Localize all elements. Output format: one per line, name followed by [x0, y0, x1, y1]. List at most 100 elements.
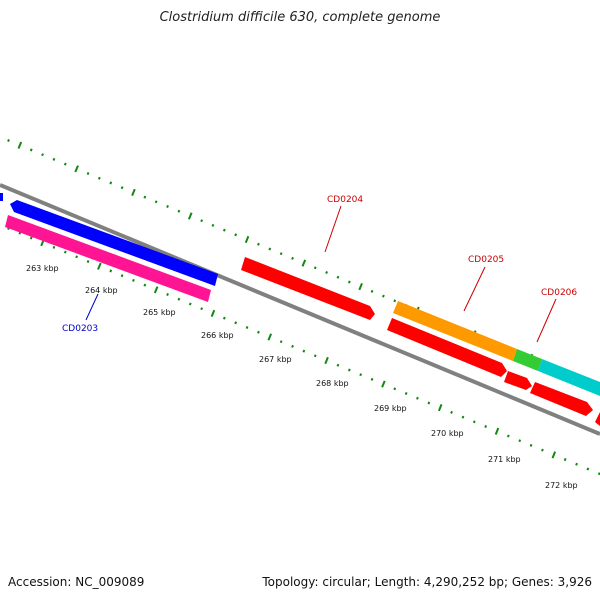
gene-arrow-cd0205[interactable] [393, 301, 517, 361]
gene-arrow-red-edge[interactable] [595, 412, 600, 426]
minor-tick [336, 275, 340, 279]
kbp-label: 264 kbp [85, 286, 118, 295]
major-tick [153, 286, 159, 294]
major-tick [437, 404, 443, 412]
gene-arrow-green[interactable] [513, 349, 542, 371]
minor-tick [7, 138, 10, 143]
minor-tick [575, 462, 578, 466]
minor-tick [177, 209, 181, 213]
minor-tick [461, 415, 465, 419]
leader-cd0205 [463, 266, 486, 312]
minor-tick [200, 307, 204, 311]
minor-tick [188, 302, 192, 306]
kbp-label: 271 kbp [488, 455, 521, 464]
gene-label-cd0203[interactable]: CD0203 [62, 324, 98, 334]
minor-tick [404, 392, 408, 395]
minor-tick [120, 186, 124, 190]
minor-tick [257, 242, 260, 246]
kbp-labels: 263 kbp 264 kbp 265 kbp 266 kbp 267 kbp … [26, 264, 578, 490]
topology-text: Topology: circular; Length: 4,290,252 bp… [262, 575, 592, 589]
gene-arrow-cd0204[interactable] [241, 257, 375, 320]
minor-tick [347, 368, 351, 372]
major-tick [210, 309, 216, 317]
minor-tick [381, 294, 385, 298]
kbp-label: 267 kbp [259, 355, 292, 364]
minor-tick [52, 157, 56, 161]
minor-tick [86, 172, 90, 175]
leader-cd0206 [536, 298, 557, 343]
gene-arrow-cd0206[interactable] [538, 359, 600, 396]
minor-tick [563, 458, 567, 462]
minor-tick [268, 247, 272, 251]
minor-tick [29, 236, 33, 240]
minor-tick [313, 266, 317, 270]
major-tick [97, 262, 102, 270]
minor-tick [41, 153, 44, 157]
gene-label-cd0206[interactable]: CD0206 [541, 288, 577, 298]
minor-tick [154, 200, 158, 204]
minor-tick [291, 344, 294, 348]
minor-tick [245, 326, 249, 329]
minor-tick [97, 176, 101, 180]
minor-tick [75, 255, 79, 259]
minor-tick [177, 297, 181, 301]
minor-tick [370, 377, 374, 381]
minor-tick [200, 219, 204, 223]
gene-features [0, 193, 600, 426]
major-tick [74, 165, 79, 173]
gene-label-cd0205[interactable]: CD0205 [468, 255, 504, 265]
minor-tick [143, 283, 147, 287]
minor-tick [109, 181, 113, 185]
minor-tick [291, 256, 294, 260]
gene-arrow-red-2[interactable] [504, 371, 532, 390]
major-tick [381, 380, 386, 388]
gene-label-leaders [85, 205, 557, 343]
minor-tick [279, 340, 283, 344]
gene-arrow-edge-blue[interactable] [0, 193, 3, 201]
kbp-label: 265 kbp [143, 308, 176, 317]
major-tick [187, 212, 193, 220]
minor-tick [518, 439, 522, 443]
minor-tick [52, 245, 56, 249]
gene-arrow-blue[interactable] [10, 200, 218, 286]
major-tick [494, 427, 500, 435]
major-tick [267, 333, 273, 341]
gene-label-cd0204[interactable]: CD0204 [327, 195, 363, 205]
kbp-label: 268 kbp [316, 379, 349, 388]
map-title: Clostridium difficile 630, complete geno… [159, 10, 441, 25]
minor-tick [359, 373, 363, 377]
minor-tick [222, 316, 226, 320]
minor-tick [120, 274, 124, 278]
gene-arrow-pink[interactable] [5, 215, 211, 302]
genome-backbone [0, 183, 600, 436]
minor-tick [222, 228, 226, 232]
minor-tick [166, 205, 169, 208]
gene-labels: CD0203 CD0204 CD0205 CD0206 [62, 195, 577, 334]
minor-tick [234, 321, 238, 325]
gene-arrow-red-3[interactable] [530, 382, 593, 416]
major-tick [17, 141, 23, 149]
major-tick [324, 356, 329, 365]
minor-tick [325, 270, 329, 275]
kbp-label: 272 kbp [545, 481, 578, 490]
minor-tick [29, 148, 33, 152]
minor-tick [336, 363, 340, 367]
minor-tick [484, 425, 488, 428]
minor-tick [427, 401, 431, 405]
minor-tick [109, 269, 113, 273]
minor-tick [143, 195, 147, 199]
minor-tick [450, 410, 453, 414]
minor-tick [472, 420, 476, 424]
major-tick [358, 283, 363, 291]
major-tick [551, 451, 557, 459]
minor-tick [586, 467, 590, 471]
kbp-label: 266 kbp [201, 331, 234, 340]
minor-tick [166, 293, 169, 296]
minor-tick [279, 252, 283, 256]
minor-tick [370, 289, 374, 293]
minor-tick [63, 250, 67, 254]
gene-arrow-red-1[interactable] [387, 318, 507, 377]
inner-tick-track [7, 226, 600, 476]
minor-tick [132, 278, 135, 282]
